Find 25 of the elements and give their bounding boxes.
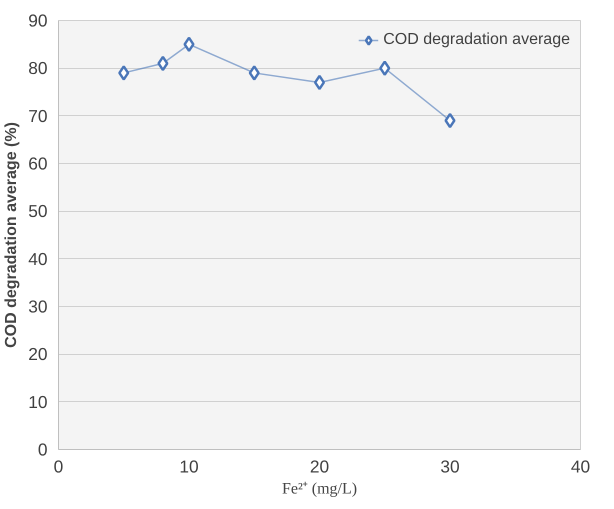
x-tick-label: 40 — [570, 456, 590, 476]
point — [379, 60, 390, 76]
x-tick-label: 30 — [440, 456, 460, 476]
y-tick-label: 80 — [28, 58, 48, 78]
point — [157, 56, 168, 72]
y-tick-label: 30 — [28, 296, 48, 316]
y-tick-label: 40 — [28, 248, 48, 269]
point — [314, 74, 326, 90]
y-tick-label: 70 — [28, 106, 48, 126]
point — [118, 65, 130, 81]
x-axis-title: Fe²⁺ (mg/L) — [282, 480, 358, 498]
y-tick-label: 20 — [28, 344, 48, 364]
point — [248, 65, 260, 81]
x-tick-label: 0 — [54, 456, 64, 476]
y-tick-label: 60 — [28, 154, 48, 174]
y-axis-title: COD degradation average (%) — [3, 122, 20, 348]
y-tick-label: 0 — [38, 440, 48, 460]
x-tick-label: 20 — [310, 456, 330, 476]
y-tick-label: 10 — [28, 392, 48, 412]
point — [183, 36, 195, 52]
x-tick-label: 10 — [179, 456, 199, 476]
y-tick-label: 90 — [28, 10, 48, 30]
y-tick-label: 50 — [28, 201, 48, 222]
legend-label: COD degradation average — [383, 31, 570, 49]
point — [444, 112, 456, 128]
